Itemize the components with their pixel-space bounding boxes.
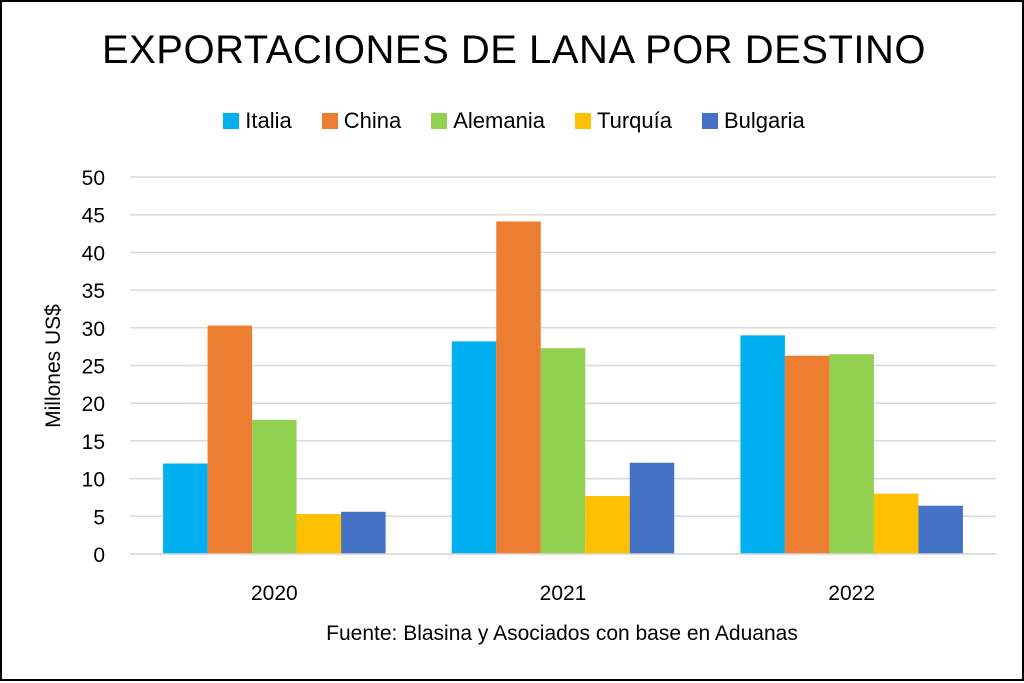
bar-italia-2021 [451,341,497,554]
legend-swatch-italia [223,113,240,129]
x-tick-label-2021: 2021 [540,582,587,605]
bar-bulgaria-2021 [629,462,675,554]
legend-item-italia: Italia [223,108,292,134]
chart-legend: Italia China Alemania Turquía Bulgaria [2,108,1024,134]
legend-swatch-alemania [431,113,448,129]
bar-italia-2022 [740,335,785,554]
bar-alemania-2020 [252,419,297,554]
legend-swatch-turquia [574,113,591,129]
y-tick-label: 35 [82,280,105,303]
bar-china-2021 [496,221,541,554]
legend-item-alemania: Alemania [431,108,545,134]
legend-swatch-bulgaria [701,113,718,129]
legend-label-italia: Italia [245,108,292,133]
legend-label-bulgaria: Bulgaria [723,108,805,133]
bar-bulgaria-2020 [341,511,386,554]
legend-swatch-china [321,113,338,129]
y-tick-label: 45 [82,205,105,228]
y-tick-label: 10 [82,469,105,492]
bar-alemania-2022 [829,354,874,554]
x-tick-label-2020: 2020 [251,582,298,605]
legend-item-bulgaria: Bulgaria [701,108,805,134]
bar-turqua-2021 [585,495,630,554]
legend-label-china: China [343,108,402,133]
axes: 0 5 10 15 20 25 30 35 40 45 50 2020 2021 2022 [82,167,996,605]
bar-china-2020 [207,325,253,554]
y-axis-label: Millones US$ [42,304,65,428]
bar-turqua-2022 [873,493,919,554]
bars [163,221,963,554]
y-tick-label: 5 [93,506,105,529]
y-tick-label: 20 [82,393,105,416]
legend-item-turquia: Turquía [574,108,672,134]
y-tick-label: 30 [82,318,105,341]
x-tick-label-2022: 2022 [828,582,875,605]
legend-item-china: China [321,108,402,134]
bar-alemania-2021 [540,348,586,554]
bar-italia-2020 [163,463,208,554]
bar-turqua-2020 [296,514,342,554]
y-tick-label: 0 [93,544,105,567]
bar-bulgaria-2022 [918,505,963,554]
legend-label-turquia: Turquía [596,108,672,133]
y-tick-label: 40 [82,242,105,265]
chart-title: EXPORTACIONES DE LANA POR DESTINO [101,28,927,72]
source-note: Fuente: Blasina y Asociados con base en … [326,622,798,645]
y-tick-label: 25 [82,356,105,379]
y-tick-label: 15 [82,431,105,454]
bar-china-2022 [784,355,830,554]
legend-label-alemania: Alemania [453,108,545,133]
y-tick-label: 50 [82,167,105,190]
